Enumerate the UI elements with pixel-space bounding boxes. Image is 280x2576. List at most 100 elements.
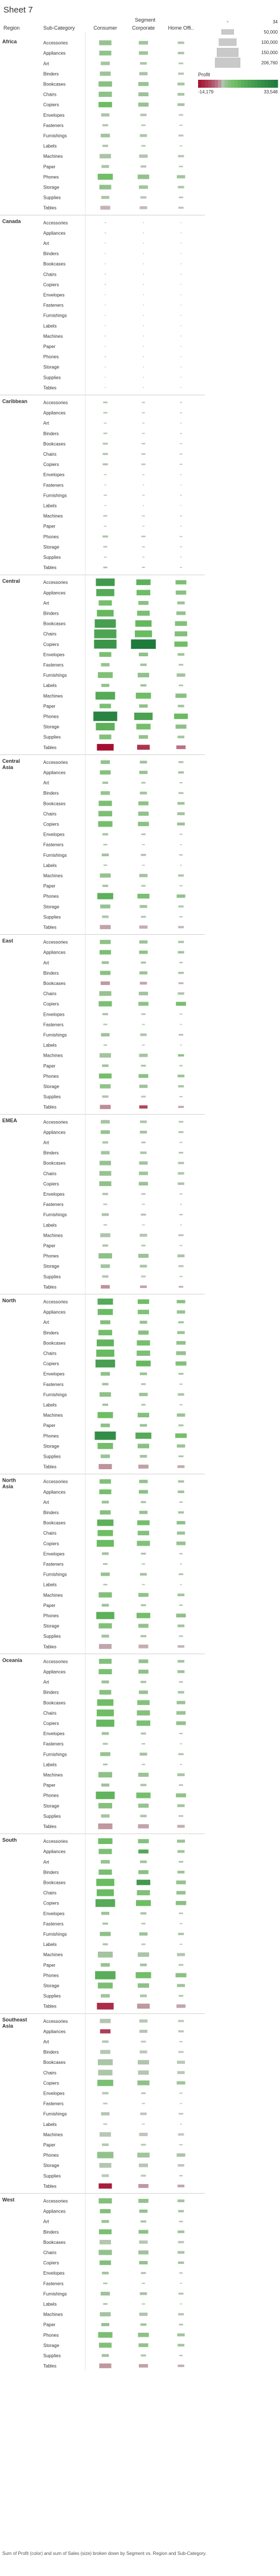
subcategory-label: Envelopes xyxy=(43,2271,64,2276)
data-cell xyxy=(178,1105,184,1109)
subcategory-label: Supplies xyxy=(43,555,61,560)
data-cell xyxy=(104,304,106,306)
data-cell xyxy=(174,641,188,647)
data-cell xyxy=(141,2092,146,2095)
data-cell xyxy=(100,2050,111,2054)
data-cell xyxy=(140,2323,147,2326)
subcategory-label: Chairs xyxy=(43,2250,56,2255)
data-cell xyxy=(96,1539,114,1547)
data-cell xyxy=(176,2060,186,2064)
subcategory-label: Machines xyxy=(43,1593,63,1598)
data-cell xyxy=(136,590,151,596)
data-cell xyxy=(142,1224,145,1226)
data-cell xyxy=(141,1552,146,1555)
data-cell xyxy=(141,1141,146,1144)
subcategory-label: Envelopes xyxy=(43,1372,64,1377)
subcategory-label: Fasteners xyxy=(43,303,64,308)
data-cell xyxy=(102,442,108,445)
data-cell xyxy=(142,556,145,558)
data-cell xyxy=(101,960,109,964)
data-cell xyxy=(179,1604,183,1606)
data-cell xyxy=(176,2153,186,2157)
data-cell xyxy=(139,704,148,708)
subcategory-label: Bookcases xyxy=(43,441,65,447)
data-cell xyxy=(176,1839,186,1843)
data-cell xyxy=(98,1669,113,1675)
size-legend-label: 50,000 xyxy=(264,30,278,35)
data-cell xyxy=(138,185,149,189)
data-cell xyxy=(100,760,110,764)
data-cell xyxy=(138,1330,149,1335)
data-cell xyxy=(180,314,182,316)
data-cell xyxy=(139,873,148,878)
data-cell xyxy=(141,1943,146,1945)
data-cell xyxy=(103,432,108,435)
data-cell xyxy=(141,844,146,846)
data-cell xyxy=(139,2240,148,2244)
data-cell xyxy=(102,452,109,456)
data-cell xyxy=(141,1023,146,1025)
subcategory-label: Appliances xyxy=(43,770,65,775)
data-cell xyxy=(102,2091,109,2095)
region-label: EMEA xyxy=(2,1118,18,1123)
color-ramp-step xyxy=(241,80,245,88)
data-cell xyxy=(179,165,183,167)
data-cell xyxy=(178,1285,184,1288)
data-cell xyxy=(100,1423,110,1428)
subcategory-label: Copiers xyxy=(43,1721,59,1726)
data-cell xyxy=(101,2219,110,2223)
data-cell xyxy=(98,800,113,807)
data-cell xyxy=(175,724,187,729)
subcategory-label: Binders xyxy=(43,611,59,616)
subcategory-label: Phones xyxy=(43,1433,59,1438)
data-cell xyxy=(96,610,114,617)
data-cell xyxy=(141,1743,146,1745)
color-ramp-step xyxy=(267,80,271,88)
data-cell xyxy=(176,2071,186,2075)
subcategory-label: Chairs xyxy=(43,1531,56,1536)
region-block: West Accessories Appliances Art Binders Bookc… xyxy=(0,2193,205,2369)
data-cell xyxy=(98,2229,112,2235)
data-cell xyxy=(104,222,106,223)
subcategory-label: Fasteners xyxy=(43,1382,64,1387)
data-cell xyxy=(141,1584,146,1586)
sheet-title: Sheet 7 xyxy=(3,5,33,15)
data-cell xyxy=(139,1572,147,1576)
data-cell xyxy=(102,833,109,836)
subcategory-label: Copiers xyxy=(43,821,59,827)
data-cell xyxy=(141,145,146,147)
region-label: Canada xyxy=(2,219,22,224)
data-cell xyxy=(99,1392,112,1397)
data-cell xyxy=(104,294,106,296)
subcategory-label: Labels xyxy=(43,1043,57,1048)
data-cell xyxy=(98,1838,113,1845)
data-cell xyxy=(137,672,150,678)
data-cell xyxy=(95,1359,116,1368)
color-ramp-step xyxy=(218,80,222,88)
data-cell xyxy=(175,693,187,698)
data-cell xyxy=(179,1245,183,1246)
subcategory-label: Supplies xyxy=(43,1094,61,1099)
data-cell xyxy=(97,1982,113,1989)
data-cell xyxy=(179,145,183,147)
data-cell xyxy=(139,1372,147,1376)
data-cell xyxy=(102,1141,109,1144)
data-cell xyxy=(175,1001,187,1007)
data-cell xyxy=(178,1162,184,1165)
data-cell xyxy=(178,185,184,189)
color-ramp-step xyxy=(224,80,228,88)
subcategory-label: Accessories xyxy=(43,400,68,405)
subcategory-label: Supplies xyxy=(43,2353,61,2358)
region-block: Oceania Accessories Appliances Art Binders Bo… xyxy=(0,1653,205,1830)
data-cell xyxy=(179,2041,183,2043)
subcategory-label: Supplies xyxy=(43,375,61,380)
subcategory-label: Chairs xyxy=(43,272,56,277)
data-cell xyxy=(137,1299,150,1305)
data-cell xyxy=(139,1120,147,1123)
data-cell xyxy=(96,1719,115,1727)
color-ramp-step xyxy=(264,80,268,88)
region-label: Asia xyxy=(2,1484,14,1490)
data-cell xyxy=(139,1932,148,1936)
subcategory-label: Accessories xyxy=(43,1659,68,1664)
data-cell xyxy=(176,1520,186,1525)
